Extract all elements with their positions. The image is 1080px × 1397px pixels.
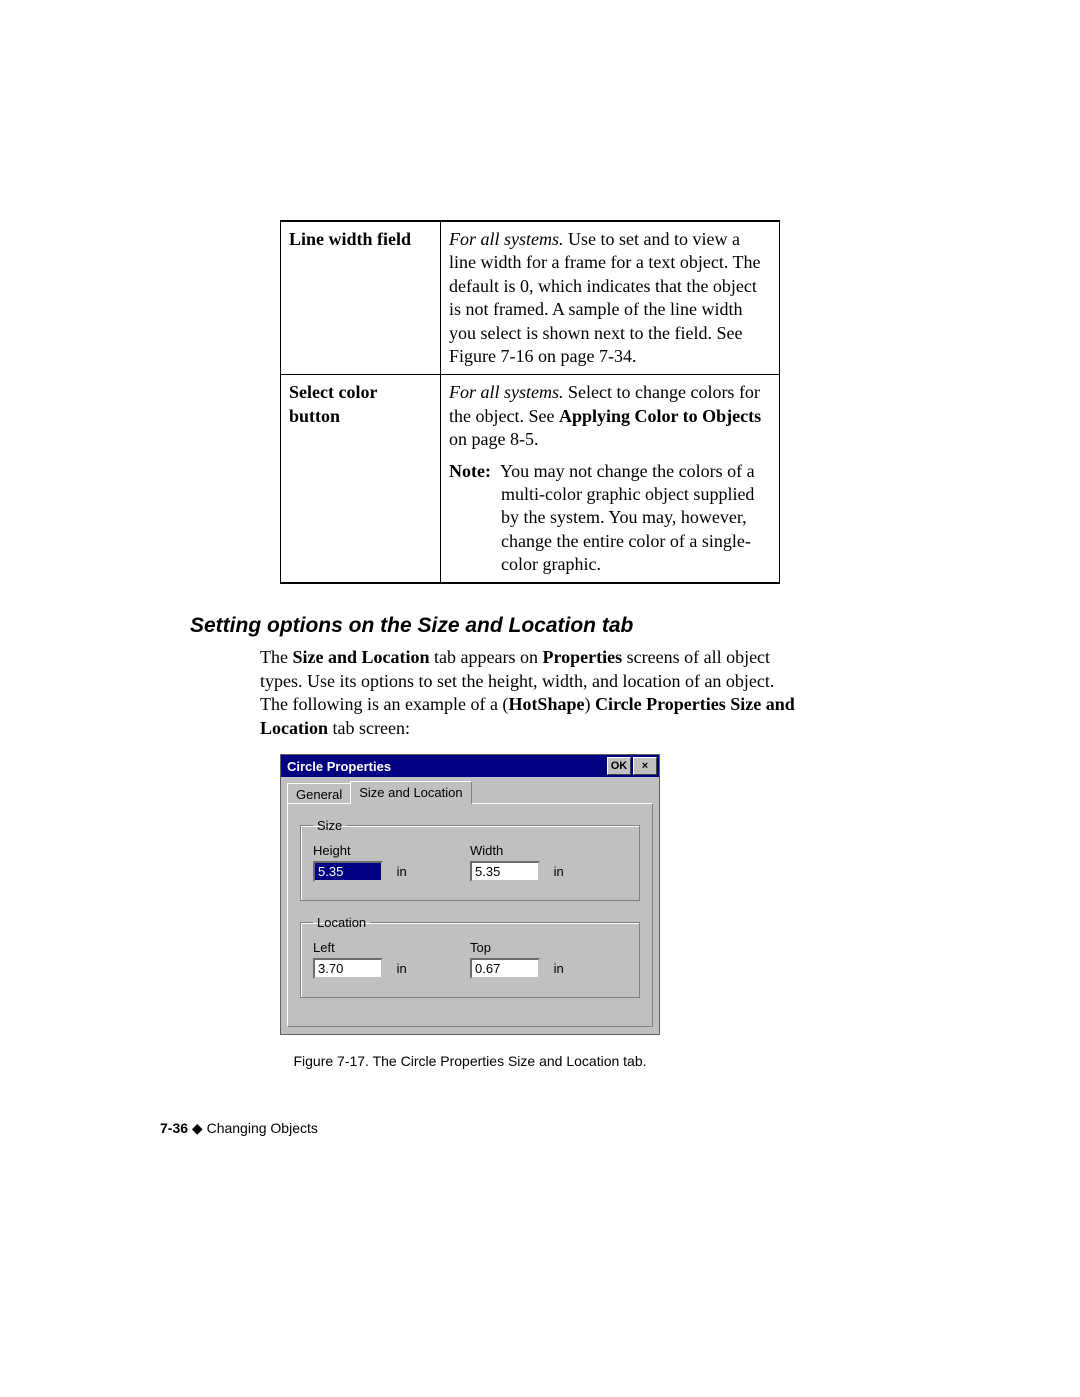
location-legend: Location [313,915,370,930]
tab-strip: General Size and Location [281,777,659,804]
table-row-body: For all systems. Use to set and to view … [441,221,780,375]
table-row-body: For all systems. Select to change colors… [441,375,780,584]
size-group: Size Height 5.35 in Width 5.35 in [300,818,640,901]
page-footer: 7-36 ◆ Changing Objects [160,1120,318,1137]
width-field[interactable]: 5.35 [470,861,540,882]
table-row-label: Select color button [281,375,441,584]
figure-caption: Figure 7-17. The Circle Properties Size … [280,1053,660,1069]
width-unit: in [554,864,564,879]
tab-panel: Size Height 5.35 in Width 5.35 in Locati… [287,803,653,1027]
chapter-name: Changing Objects [207,1120,318,1136]
page-number: 7-36 [160,1120,188,1136]
options-table: Line width fieldFor all systems. Use to … [280,220,780,584]
footer-sep: ◆ [188,1120,207,1136]
left-field[interactable]: 3.70 [313,958,383,979]
top-field[interactable]: 0.67 [470,958,540,979]
top-label: Top [470,940,627,955]
top-unit: in [554,961,564,976]
dialog-title: Circle Properties [287,759,605,774]
height-field[interactable]: 5.35 [313,861,383,882]
ok-button[interactable]: OK [607,757,631,775]
circle-properties-dialog: Circle Properties OK × General Size and … [280,754,660,1035]
size-legend: Size [313,818,346,833]
left-unit: in [397,961,407,976]
tab-size-and-location[interactable]: Size and Location [350,781,471,804]
section-body: The Size and Location tab appears on Pro… [260,646,800,740]
titlebar: Circle Properties OK × [281,755,659,777]
table-row-label: Line width field [281,221,441,375]
close-button[interactable]: × [633,757,657,775]
height-label: Height [313,843,470,858]
height-unit: in [397,864,407,879]
left-label: Left [313,940,470,955]
section-heading: Setting options on the Size and Location… [190,614,800,638]
width-label: Width [470,843,627,858]
location-group: Location Left 3.70 in Top 0.67 in [300,915,640,998]
